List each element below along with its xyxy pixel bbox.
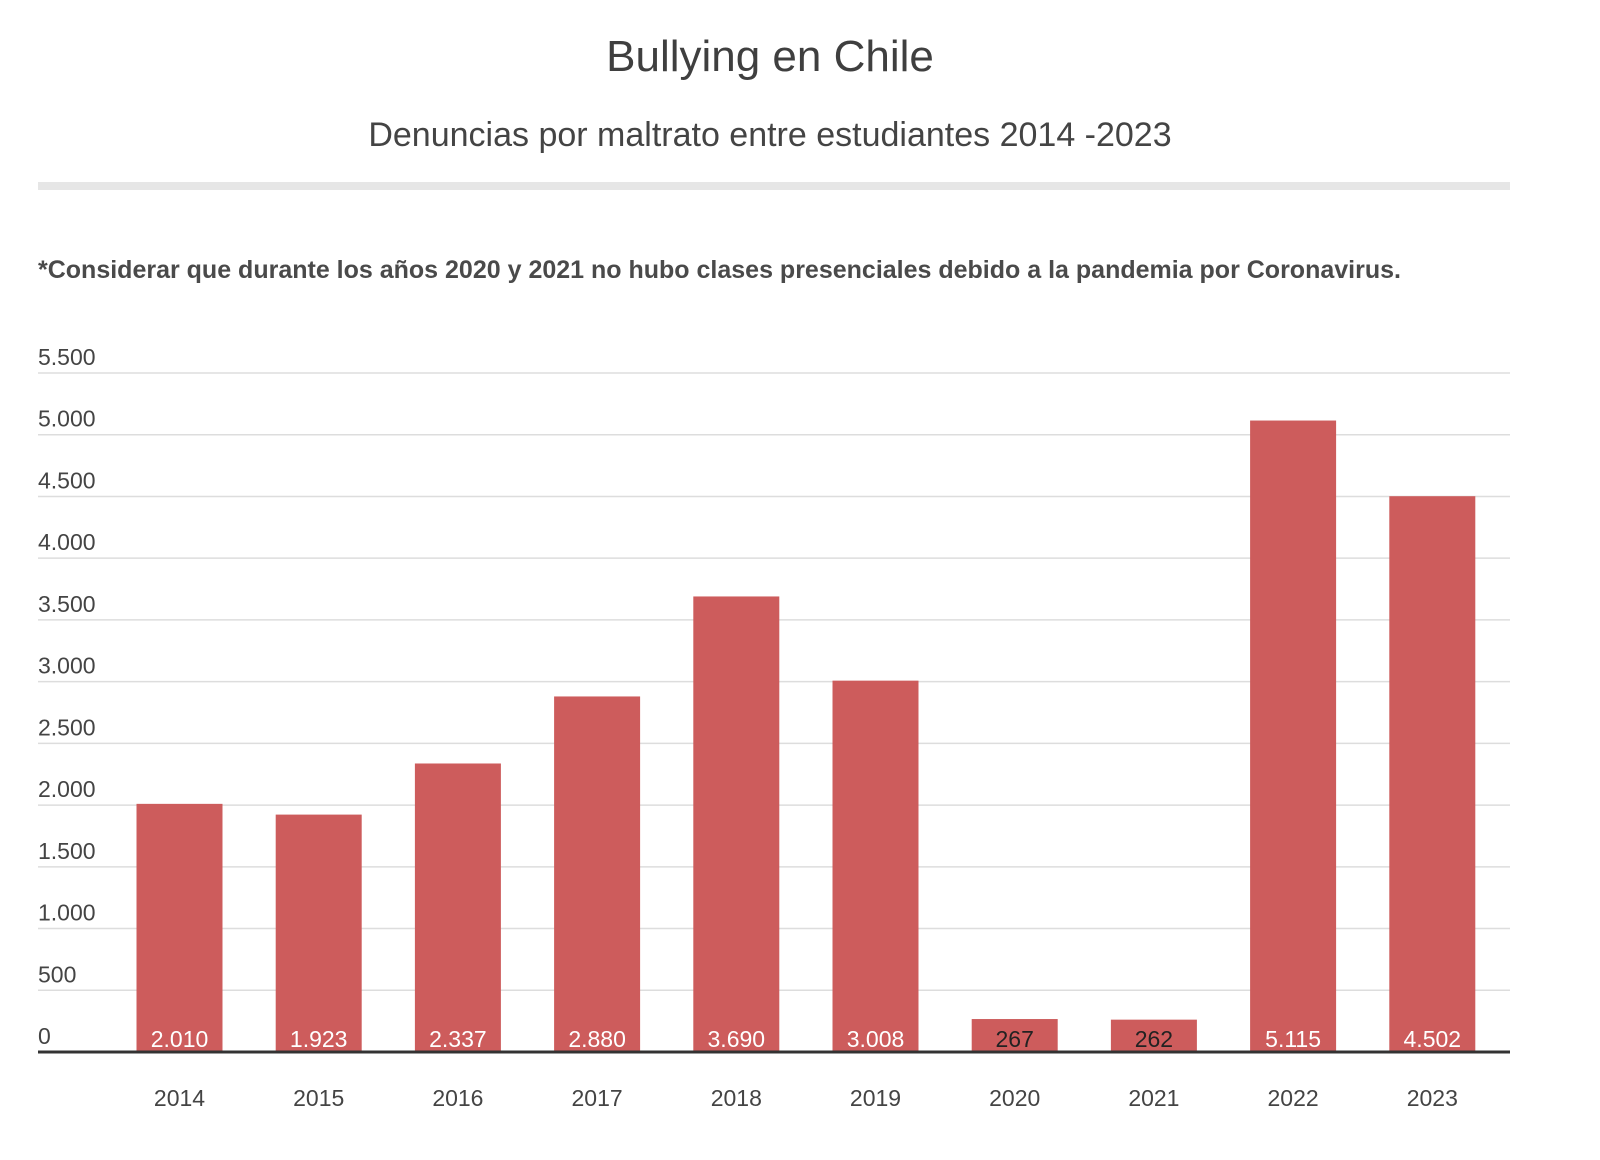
bar-value-label: 2.337 xyxy=(429,1026,487,1052)
bar xyxy=(554,696,641,1052)
x-tick-label: 2020 xyxy=(989,1085,1040,1111)
y-tick-label: 4.000 xyxy=(38,529,96,555)
y-tick-label: 5.000 xyxy=(38,406,96,432)
bar xyxy=(136,803,223,1052)
bar-value-label: 1.923 xyxy=(290,1026,348,1052)
bar xyxy=(414,763,501,1052)
x-tick-label: 2014 xyxy=(154,1085,205,1111)
x-tick-label: 2018 xyxy=(711,1085,762,1111)
y-tick-label: 1.000 xyxy=(38,900,96,926)
bar xyxy=(1250,420,1337,1052)
bar-value-label: 5.115 xyxy=(1265,1026,1321,1052)
x-tick-label: 2022 xyxy=(1268,1085,1319,1111)
y-tick-label: 4.500 xyxy=(38,467,96,493)
x-tick-label: 2015 xyxy=(293,1085,344,1111)
x-tick-label: 2019 xyxy=(850,1085,901,1111)
bar-value-label: 3.690 xyxy=(708,1026,766,1052)
bar-value-label: 262 xyxy=(1135,1026,1173,1052)
bar-value-label: 2.010 xyxy=(151,1026,209,1052)
bar xyxy=(1110,1019,1197,1052)
bar-value-label: 3.008 xyxy=(847,1026,905,1052)
x-tick-label: 2023 xyxy=(1407,1085,1458,1111)
x-tick-label: 2017 xyxy=(572,1085,623,1111)
bar xyxy=(832,680,919,1052)
header-divider xyxy=(38,182,1510,190)
y-tick-label: 3.500 xyxy=(38,591,96,617)
y-tick-label: 1.500 xyxy=(38,838,96,864)
x-tick-label: 2016 xyxy=(432,1085,483,1111)
bar xyxy=(275,814,362,1052)
chart-subtitle: Denuncias por maltrato entre estudiantes… xyxy=(368,116,1172,154)
bar xyxy=(693,596,780,1052)
bar-value-label: 2.880 xyxy=(568,1026,626,1052)
y-tick-label: 3.000 xyxy=(38,653,96,679)
chart-title: Bullying en Chile xyxy=(606,32,934,81)
bar-value-label: 4.502 xyxy=(1404,1026,1462,1052)
y-tick-label: 0 xyxy=(38,1023,51,1049)
bar xyxy=(971,1019,1058,1052)
x-tick-label: 2021 xyxy=(1128,1085,1179,1111)
y-tick-label: 2.000 xyxy=(38,776,96,802)
y-tick-label: 5.500 xyxy=(38,344,96,370)
pandemic-note: *Considerar que durante los años 2020 y … xyxy=(38,256,1401,284)
bar xyxy=(1389,496,1476,1052)
bar-value-label: 267 xyxy=(996,1026,1034,1052)
y-tick-label: 2.500 xyxy=(38,714,96,740)
y-tick-label: 500 xyxy=(38,961,76,987)
